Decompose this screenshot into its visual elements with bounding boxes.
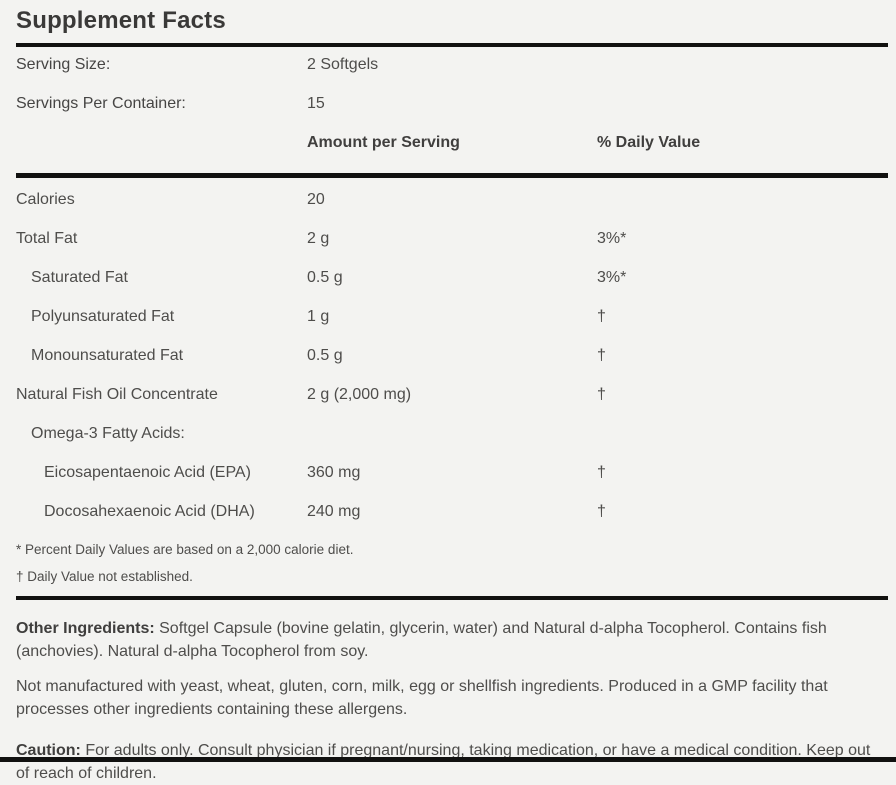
servings-per-container-row: Servings Per Container: 15 <box>16 95 888 134</box>
nutrient-name: Saturated Fat <box>31 269 128 286</box>
nutrient-dv: 3%* <box>597 269 627 286</box>
nutrient-row-omega3-fatty-acids: Omega-3 Fatty Acids: <box>16 425 888 464</box>
daily-value-header: % Daily Value <box>597 134 701 151</box>
panel-title: Supplement Facts <box>16 7 226 34</box>
serving-size-value: 2 Softgels <box>307 56 379 73</box>
nutrient-amount: 1 g <box>307 308 330 325</box>
nutrient-amount: 20 <box>307 191 325 208</box>
nutrient-name: Polyunsaturated Fat <box>31 308 175 325</box>
nutrient-row-epa: Eicosapentaenoic Acid (EPA) 360 mg † <box>16 464 888 503</box>
footnotes-section: * Percent Daily Values are based on a 2,… <box>16 542 888 585</box>
nutrient-name: Eicosapentaenoic Acid (EPA) <box>44 464 251 481</box>
nutrient-amount: 0.5 g <box>307 269 343 286</box>
nutrient-amount: 0.5 g <box>307 347 343 364</box>
nutrient-dv: † <box>597 503 606 520</box>
serving-size-row: Serving Size: 2 Softgels <box>16 56 888 95</box>
caution-label: Caution: <box>16 742 81 759</box>
nutrient-name: Natural Fish Oil Concentrate <box>16 386 218 403</box>
nutrient-row-saturated-fat: Saturated Fat 0.5 g 3%* <box>16 269 888 308</box>
serving-info-section: Serving Size: 2 Softgels Servings Per Co… <box>16 47 888 173</box>
nutrient-name: Calories <box>16 191 75 208</box>
allergen-note-paragraph: Not manufactured with yeast, wheat, glut… <box>16 678 828 718</box>
supplement-facts-panel: Supplement Facts Serving Size: 2 Softgel… <box>16 0 888 785</box>
nutrient-amount: 2 g (2,000 mg) <box>307 386 412 403</box>
nutrient-name: Total Fat <box>16 230 78 247</box>
nutrient-row-polyunsaturated-fat: Polyunsaturated Fat 1 g † <box>16 308 888 347</box>
footnote-dagger: † Daily Value not established. <box>16 569 193 584</box>
nutrient-row-dha: Docosahexaenoic Acid (DHA) 240 mg † <box>16 503 888 542</box>
nutrient-row-calories: Calories 20 <box>16 191 888 230</box>
column-header-row: Amount per Serving % Daily Value <box>16 134 888 173</box>
footnote-rule <box>16 596 888 600</box>
caution-text: For adults only. Consult physician if pr… <box>16 742 871 782</box>
nutrient-amount: 360 mg <box>307 464 361 481</box>
footnote-daily-values: * Percent Daily Values are based on a 2,… <box>16 542 354 557</box>
nutrient-row-monounsaturated-fat: Monounsaturated Fat 0.5 g † <box>16 347 888 386</box>
other-ingredients-paragraph: Other Ingredients: Softgel Capsule (bovi… <box>16 617 888 663</box>
nutrient-rows-section: Calories 20 Total Fat 2 g 3%* Saturated … <box>16 178 888 542</box>
nutrient-dv: † <box>597 308 606 325</box>
nutrient-row-fish-oil-concentrate: Natural Fish Oil Concentrate 2 g (2,000 … <box>16 386 888 425</box>
serving-size-label: Serving Size: <box>16 56 111 73</box>
title-rule <box>16 43 888 47</box>
nutrient-dv: † <box>597 386 606 403</box>
nutrient-amount: 240 mg <box>307 503 361 520</box>
nutrient-amount: 2 g <box>307 230 330 247</box>
nutrient-name: Monounsaturated Fat <box>31 347 184 364</box>
nutrient-dv: 3%* <box>597 230 627 247</box>
other-ingredients-label: Other Ingredients: <box>16 620 155 637</box>
nutrient-dv: † <box>597 347 606 364</box>
other-ingredients-text: Softgel Capsule (bovine gelatin, glyceri… <box>16 620 827 660</box>
caution-paragraph: Caution: For adults only. Consult physic… <box>16 739 888 785</box>
nutrient-row-total-fat: Total Fat 2 g 3%* <box>16 230 888 269</box>
nutrient-dv: † <box>597 464 606 481</box>
nutrient-name: Docosahexaenoic Acid (DHA) <box>44 503 255 520</box>
nutrient-name: Omega-3 Fatty Acids: <box>31 425 185 442</box>
header-rule <box>16 173 888 178</box>
servings-per-container-label: Servings Per Container: <box>16 95 186 112</box>
servings-per-container-value: 15 <box>307 95 325 112</box>
bottom-rule <box>0 757 896 762</box>
amount-per-serving-header: Amount per Serving <box>307 134 460 151</box>
